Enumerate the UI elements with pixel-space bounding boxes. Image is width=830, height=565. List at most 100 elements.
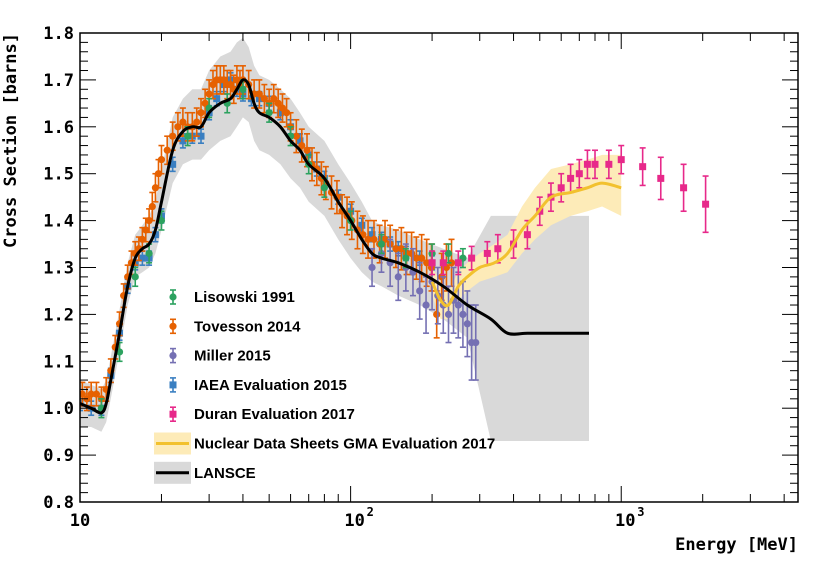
data-point xyxy=(523,231,531,239)
data-point xyxy=(145,217,153,225)
legend: Lisowski 1991 Tovesson 2014 Miller 2015 IAE… xyxy=(154,289,495,484)
legend-label: Miller 2015 xyxy=(194,348,271,365)
legend-item: LANSCE xyxy=(154,461,256,484)
data-point xyxy=(422,301,430,309)
data-point xyxy=(292,132,300,140)
data-point xyxy=(157,156,166,164)
data-point xyxy=(197,132,205,140)
data-point xyxy=(377,240,386,248)
data-point xyxy=(303,146,311,154)
y-tick-label: 1.2 xyxy=(43,305,74,325)
legend-marker xyxy=(169,381,177,389)
data-point xyxy=(605,160,613,168)
x-tick-label: 10 xyxy=(70,511,90,531)
data-point xyxy=(418,254,426,262)
data-point xyxy=(416,287,424,295)
data-point xyxy=(138,254,146,262)
data-point xyxy=(179,137,187,145)
data-point xyxy=(255,90,263,98)
data-point xyxy=(201,99,209,107)
data-point xyxy=(680,184,688,192)
data-point xyxy=(639,163,647,171)
data-point xyxy=(394,273,402,281)
data-point xyxy=(702,200,710,208)
data-point xyxy=(148,202,156,211)
data-point xyxy=(80,390,86,398)
data-point xyxy=(657,174,665,182)
data-point xyxy=(358,221,366,229)
legend-item: IAEA Evaluation 2015 xyxy=(169,377,347,394)
data-point xyxy=(298,141,306,150)
data-point xyxy=(157,217,166,225)
legend-marker xyxy=(169,410,177,418)
y-tick-label: 1.0 xyxy=(43,399,74,419)
y-tick-label: 0.8 xyxy=(43,493,74,513)
legend-label: Tovesson 2014 xyxy=(194,318,301,335)
data-point xyxy=(423,259,431,267)
data-point xyxy=(472,338,480,347)
lansce-curve xyxy=(80,78,589,415)
data-point xyxy=(205,90,213,98)
data-point xyxy=(282,109,291,117)
data-point xyxy=(260,95,268,103)
y-tick-labels: 0.8 0.9 1.0 1.1 1.2 1.3 1.4 1.5 1.6 1.7 1.8 xyxy=(43,24,74,513)
data-point xyxy=(276,109,284,117)
data-point xyxy=(296,137,304,145)
data-point xyxy=(591,160,599,168)
data-point xyxy=(412,254,420,262)
legend-label: Duran Evaluation 2017 xyxy=(194,406,355,423)
data-point xyxy=(87,390,95,398)
legend-marker xyxy=(169,322,177,330)
legend-item: Lisowski 1991 xyxy=(169,289,295,306)
y-tick-label: 0.9 xyxy=(43,446,74,466)
x-tick-base: 10 xyxy=(70,511,90,531)
data-point xyxy=(370,235,378,243)
data-point xyxy=(274,99,282,107)
data-point xyxy=(174,123,182,131)
data-point xyxy=(567,174,575,182)
data-point xyxy=(368,231,376,239)
data-point xyxy=(169,132,177,140)
axis-ticks xyxy=(79,32,798,503)
data-point xyxy=(617,156,625,164)
legend-item: Nuclear Data Sheets GMA Evaluation 2017 xyxy=(154,432,495,455)
data-point xyxy=(454,259,462,267)
data-point xyxy=(151,184,160,192)
data-point xyxy=(575,170,583,178)
data-point xyxy=(397,245,405,253)
data-point xyxy=(145,249,153,258)
y-tick-label: 1.6 xyxy=(43,118,74,138)
y-axis-title: Cross Section [barns] xyxy=(1,33,21,248)
data-point xyxy=(265,109,273,117)
data-point xyxy=(270,95,278,103)
data-point xyxy=(179,118,187,126)
x-tick-exponent: 2 xyxy=(367,505,374,519)
data-point xyxy=(92,390,101,398)
data-point xyxy=(278,104,287,112)
y-tick-label: 1.5 xyxy=(43,165,74,185)
data-point xyxy=(239,85,247,93)
data-point xyxy=(193,118,201,126)
legend-label: IAEA Evaluation 2015 xyxy=(194,377,347,394)
data-point xyxy=(320,184,328,192)
data-point xyxy=(557,184,565,192)
y-tick-label: 1.3 xyxy=(43,259,74,279)
legend-item: Duran Evaluation 2017 xyxy=(169,406,355,423)
evaluation-curves xyxy=(80,78,622,415)
data-point xyxy=(163,146,171,154)
legend-label: Nuclear Data Sheets GMA Evaluation 2017 xyxy=(194,436,495,453)
y-tick-label: 1.1 xyxy=(43,352,74,372)
gma-curve xyxy=(430,181,622,308)
data-point xyxy=(433,310,441,318)
data-point xyxy=(392,245,400,253)
data-point xyxy=(439,259,447,267)
x-tick-exponent: 3 xyxy=(637,505,644,519)
x-axis-title: Energy [MeV] xyxy=(675,535,798,555)
data-point xyxy=(402,254,410,262)
data-point xyxy=(444,249,453,258)
x-tick-labels: 10 10 2 10 3 xyxy=(70,505,645,531)
data-point xyxy=(213,95,221,103)
data-point xyxy=(454,301,462,309)
legend-marker xyxy=(169,352,177,360)
